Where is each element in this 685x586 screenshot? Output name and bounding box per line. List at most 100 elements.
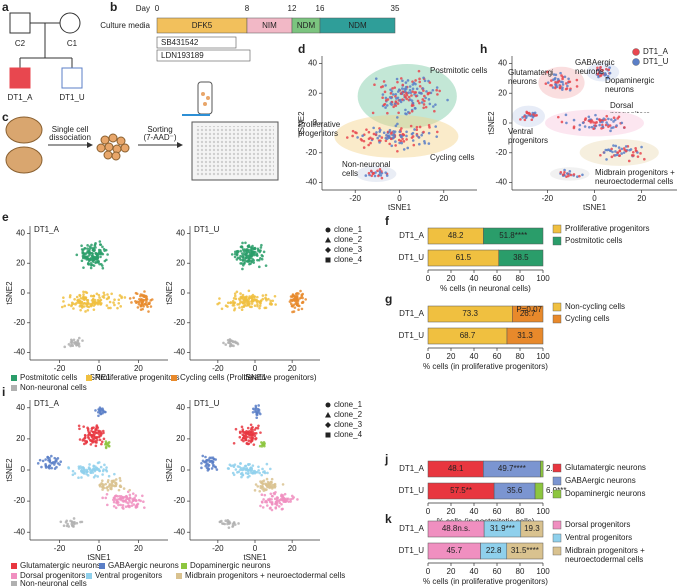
cell-dot [559, 170, 563, 174]
cell-dot [86, 474, 90, 477]
clone-label: clone_3 [334, 420, 363, 429]
cell-dot [102, 437, 106, 441]
legend-swatch [181, 563, 187, 569]
cell-dot [233, 308, 236, 312]
cell-dot [392, 105, 395, 109]
cell-dot [296, 498, 299, 501]
panel-label: k [385, 512, 392, 526]
cell-dot [383, 90, 387, 94]
cell-dot [73, 297, 76, 301]
cell-dot [75, 301, 78, 305]
cell-dot [277, 505, 281, 508]
cell-dot [95, 424, 99, 427]
clone-marker [325, 422, 331, 428]
cell-dot [252, 247, 256, 250]
legend-label: Postmitotic cells [20, 373, 77, 382]
cell-dot [365, 128, 368, 131]
cell-dot [205, 459, 208, 462]
legend-label-box: Midbrain progenitors + neuroectodermal c… [565, 546, 645, 564]
cell-dot [390, 90, 394, 93]
cell-dot [84, 310, 87, 313]
cell-dot [248, 305, 252, 309]
cell-dot [250, 426, 253, 430]
plot-title: DT1_A [34, 399, 60, 408]
cell-dot [404, 95, 407, 99]
cell-dot [280, 507, 284, 511]
cell-dot [114, 478, 118, 481]
cell-dot [278, 501, 282, 505]
legend-label: DT1_A [643, 47, 669, 56]
cell-dot [361, 134, 364, 137]
cell-dot [94, 252, 98, 256]
cell-dot [374, 77, 378, 80]
cell-dot [297, 308, 300, 312]
cell-dot [254, 406, 258, 409]
cell-dot [82, 293, 85, 296]
cell-dot [386, 134, 390, 138]
cell-dot [362, 139, 366, 143]
cell-dot [240, 438, 244, 442]
cell-dot [85, 256, 88, 259]
clone-marker [325, 432, 331, 438]
workflow [5, 81, 279, 181]
cell-dot [92, 308, 96, 311]
cell-dot [136, 300, 139, 304]
cell-dot [104, 442, 108, 446]
cell-dot [262, 498, 265, 501]
cell-dot [628, 148, 631, 152]
cell-dot [617, 154, 621, 157]
cell-dot [559, 71, 562, 75]
cell-dot [86, 247, 89, 250]
cluster-region [334, 114, 459, 158]
cell-dot [41, 459, 45, 463]
cell-dot [224, 519, 227, 522]
cell-dot [404, 108, 407, 112]
cell-dot [121, 504, 125, 507]
cell-dot [583, 118, 587, 122]
cell-dot [408, 85, 412, 88]
cell-dot [567, 80, 571, 84]
cell-dot [97, 252, 101, 255]
cell-dot [130, 504, 134, 507]
cell-dot [232, 297, 236, 300]
cell-dot [385, 104, 389, 107]
cell-dot [256, 304, 259, 308]
cell-dot [617, 115, 621, 119]
cell-dot [592, 121, 595, 124]
cell-dot [98, 243, 102, 246]
cell-dot [253, 469, 256, 473]
cell-dot [599, 65, 602, 69]
cell-dot [595, 121, 598, 124]
cell-dot [96, 426, 100, 429]
cell-dot [427, 124, 431, 127]
cell-dot [388, 142, 391, 146]
cell-dot [258, 250, 262, 254]
cell-dot [130, 301, 133, 304]
cell-dot [103, 249, 106, 252]
cell-dot [238, 435, 242, 439]
cell-dot [588, 119, 592, 123]
legend-label-box: Dopaminergic neurons [565, 489, 646, 498]
cell-dot [200, 466, 203, 470]
clone-marker [325, 412, 331, 418]
cell-dot [233, 252, 237, 256]
cell-dot [257, 469, 260, 472]
cell-dot [73, 520, 76, 524]
cell-dot [622, 151, 626, 154]
x-tick-label: 20 [134, 364, 143, 373]
cell-dot [110, 292, 113, 296]
y-tick-label: -40 [13, 527, 25, 536]
cell-dot [251, 428, 254, 432]
legend-swatch [552, 546, 562, 556]
cell-dot [564, 87, 568, 91]
bar-segment [520, 520, 544, 538]
cell-dot [81, 248, 85, 252]
cell-dot [76, 299, 79, 302]
cell-dot [396, 80, 399, 84]
panel-label: g [385, 292, 392, 306]
cell-dot [253, 253, 257, 257]
cell-dot [86, 244, 89, 247]
cell-dot [280, 502, 283, 506]
step-label: Sorting [147, 125, 172, 134]
cell-dot [201, 454, 205, 458]
